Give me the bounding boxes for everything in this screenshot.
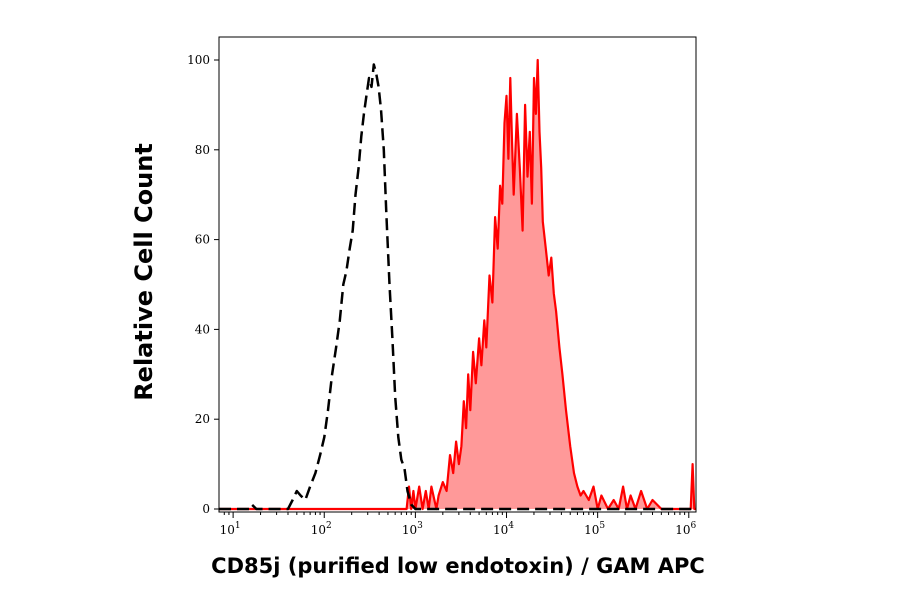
x-axis-title: CD85j (purified low endotoxin) / GAM APC [211, 554, 705, 578]
y-tick-label: 60 [195, 233, 210, 247]
series-1-line [219, 58, 696, 511]
y-tick-label: 20 [195, 412, 210, 426]
x-tick-label: 104 [493, 521, 514, 537]
y-axis-ticks: 0 20 40 60 80 100 [187, 53, 219, 516]
y-axis-title: Relative Cell Count [130, 143, 158, 401]
y-tick-label: 100 [187, 53, 210, 67]
x-tick-label: 101 [220, 521, 241, 537]
x-tick-label: 105 [584, 521, 605, 537]
y-tick-label: 80 [195, 143, 210, 157]
y-tick-label: 0 [202, 502, 210, 516]
plot-frame [218, 36, 697, 513]
x-tick-label: 103 [402, 521, 423, 537]
x-tick-label: 102 [311, 521, 332, 537]
series-layer [219, 58, 696, 511]
y-tick-label: 40 [195, 322, 210, 336]
x-axis-ticks: 101 102 103 104 105 106 [220, 512, 697, 537]
series-0-line [219, 63, 696, 511]
series-1-area [219, 60, 696, 509]
x-tick-label: 106 [675, 521, 696, 537]
